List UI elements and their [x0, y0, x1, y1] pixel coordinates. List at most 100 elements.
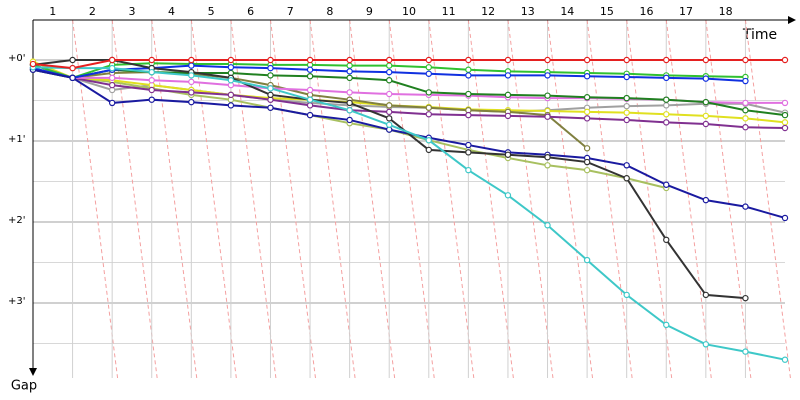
x-tick-label: 11 — [442, 5, 456, 18]
point — [425, 89, 432, 96]
y-tick-label: +3' — [8, 296, 26, 307]
x-tick-label: 9 — [366, 5, 373, 18]
point — [108, 99, 116, 107]
point — [386, 56, 393, 64]
point — [663, 56, 670, 64]
point — [702, 112, 710, 120]
point — [742, 203, 749, 210]
point — [544, 92, 551, 99]
point — [623, 175, 630, 182]
point — [663, 181, 670, 188]
x-tick-label: 14 — [560, 5, 574, 18]
x-tick-label: 16 — [639, 5, 653, 18]
point — [742, 99, 749, 107]
point — [108, 81, 116, 89]
point — [425, 70, 432, 77]
x-tick-label: 8 — [326, 5, 333, 18]
x-tick-label: 7 — [287, 5, 294, 18]
point — [504, 91, 512, 99]
point — [188, 72, 195, 79]
point — [742, 124, 749, 131]
point — [346, 62, 353, 69]
point — [702, 341, 710, 348]
point — [465, 72, 472, 79]
point — [742, 107, 749, 114]
point — [148, 77, 155, 84]
point — [148, 68, 155, 76]
point — [227, 102, 235, 109]
pace-guide — [705, 19, 752, 379]
point — [623, 56, 630, 64]
point — [583, 72, 591, 80]
point — [108, 56, 116, 64]
point — [188, 62, 195, 69]
point — [583, 256, 591, 264]
x-tick-label: 17 — [679, 5, 693, 18]
point — [306, 96, 314, 103]
point — [544, 153, 551, 161]
point — [544, 162, 551, 169]
point — [346, 68, 353, 75]
point — [227, 56, 235, 64]
point — [29, 60, 37, 68]
point — [702, 56, 710, 64]
point — [386, 102, 393, 109]
point — [465, 66, 472, 73]
point — [267, 56, 274, 64]
point — [69, 74, 76, 82]
point — [504, 151, 512, 158]
point — [623, 94, 630, 102]
point — [346, 74, 353, 82]
point — [742, 294, 749, 302]
point — [623, 109, 630, 116]
x-tick-label: 1 — [49, 5, 56, 18]
point — [108, 64, 116, 72]
point — [583, 56, 591, 64]
point — [108, 74, 116, 82]
point — [267, 104, 274, 111]
point — [663, 321, 670, 329]
point — [781, 111, 789, 119]
point — [781, 119, 789, 126]
series-line — [32, 66, 786, 361]
point — [386, 121, 393, 129]
point — [702, 75, 710, 82]
point — [623, 291, 630, 299]
point — [781, 124, 789, 132]
point — [306, 102, 314, 109]
x-tick-label: 15 — [600, 5, 614, 18]
point — [386, 68, 393, 76]
point — [663, 74, 670, 82]
point — [425, 111, 432, 118]
x-arrow — [788, 16, 796, 24]
point — [306, 111, 314, 119]
point — [69, 56, 76, 64]
point — [663, 236, 670, 244]
point — [623, 73, 630, 81]
point — [386, 90, 393, 98]
point — [425, 136, 432, 144]
point — [465, 111, 472, 119]
point — [465, 149, 472, 156]
series-line — [32, 68, 786, 219]
point — [425, 64, 432, 71]
point — [386, 108, 393, 116]
point — [148, 56, 155, 64]
point — [386, 115, 393, 122]
x-tick-label: 3 — [128, 5, 135, 18]
point — [583, 145, 591, 152]
point — [346, 107, 353, 114]
point — [623, 162, 630, 169]
point — [504, 72, 512, 79]
point — [583, 158, 591, 166]
pace-guide — [744, 19, 791, 379]
point — [188, 78, 195, 86]
point — [742, 77, 749, 85]
point — [663, 96, 670, 103]
point — [267, 72, 274, 79]
point — [227, 91, 235, 99]
x-tick-label: 18 — [719, 5, 733, 18]
point — [742, 56, 749, 64]
point — [702, 120, 710, 128]
